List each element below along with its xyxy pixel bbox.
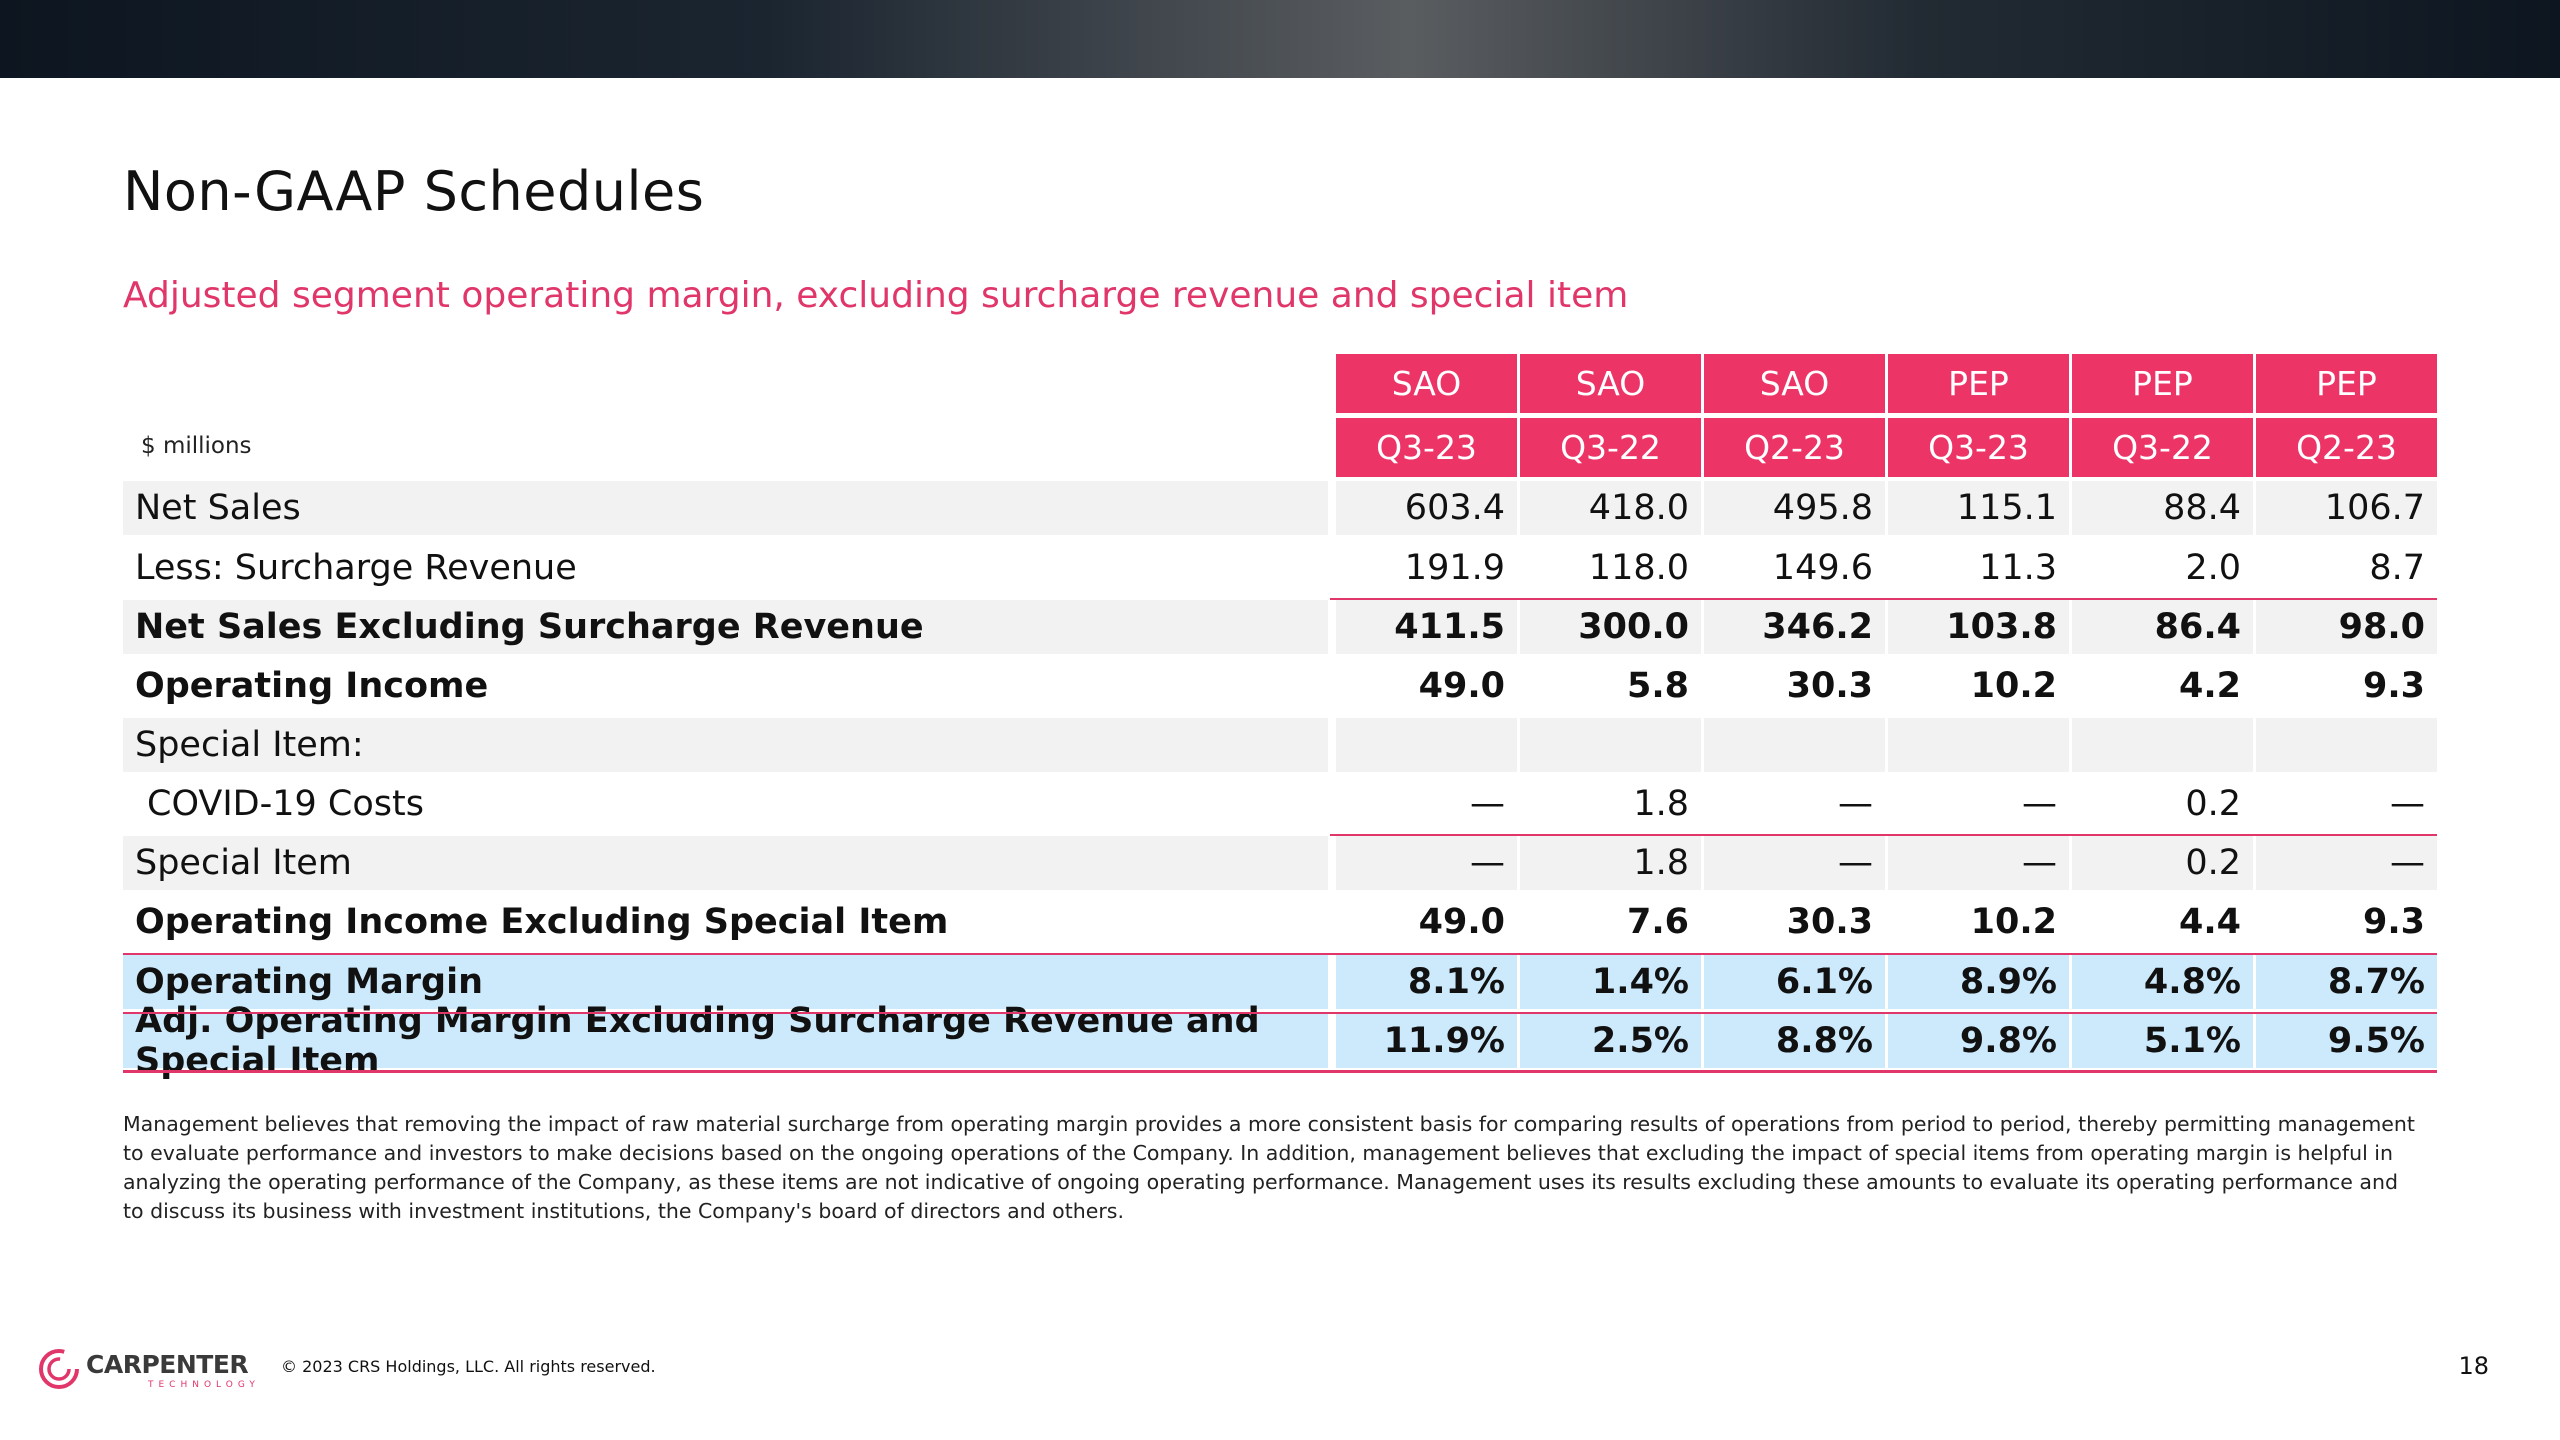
table-cell-value: 5.1% xyxy=(2072,1014,2253,1068)
table-cell-value: 106.7 xyxy=(2256,481,2437,535)
table-cell-value: — xyxy=(2390,784,2425,824)
table-cell-value: 1.8 xyxy=(1520,836,1701,890)
table-cell-value: 115.1 xyxy=(1888,481,2069,535)
table-cell-value: 603.4 xyxy=(1336,481,1517,535)
table-cell-value: 8.7% xyxy=(2256,955,2437,1009)
row-label: Less: Surcharge Revenue xyxy=(135,548,577,588)
table-cell-value: — xyxy=(1888,836,2069,890)
column-period-header: Q2-23 xyxy=(1704,418,1885,477)
table-cell-value: — xyxy=(1470,784,1505,824)
company-logo: CARPENTER TECHNOLOGY xyxy=(38,1346,268,1394)
table-cell-value: 118.0 xyxy=(1588,548,1689,588)
row-label: Operating Margin xyxy=(123,955,1328,1009)
table-cell-value: 1.4% xyxy=(1520,955,1701,1009)
table-cell-value: 2.0 xyxy=(2185,548,2241,588)
table-cell-value: 10.2 xyxy=(1970,902,2057,942)
column-period-header: Q3-22 xyxy=(2072,418,2253,477)
row-label: Net Sales xyxy=(123,481,1328,535)
row-label: Net Sales Excluding Surcharge Revenue xyxy=(123,600,1328,654)
page-number: 18 xyxy=(2458,1352,2489,1380)
table-cell-value: — xyxy=(1704,836,1885,890)
table-cell-value xyxy=(1520,718,1701,772)
row-label: Operating Income Excluding Special Item xyxy=(135,902,949,942)
table-cell-value xyxy=(1704,718,1885,772)
table-cell-value: 495.8 xyxy=(1704,481,1885,535)
copyright-notice: © 2023 CRS Holdings, LLC. All rights res… xyxy=(281,1357,656,1376)
table-cell-value: 300.0 xyxy=(1520,600,1701,654)
page-title: Non-GAAP Schedules xyxy=(123,160,705,223)
page-subtitle: Adjusted segment operating margin, exclu… xyxy=(123,275,1629,316)
table-cell-value: 149.6 xyxy=(1772,548,1873,588)
table-cell-value: 1.8 xyxy=(1633,784,1689,824)
row-label: COVID-19 Costs xyxy=(147,784,424,824)
row-divider xyxy=(123,1012,2437,1014)
table-cell-value: 8.9% xyxy=(1888,955,2069,1009)
table-cell-value: 411.5 xyxy=(1336,600,1517,654)
table-cell-value: 4.4 xyxy=(2178,902,2241,942)
row-label: Operating Income xyxy=(135,666,489,706)
row-label: Special Item: xyxy=(123,718,1328,772)
table-cell-value: 98.0 xyxy=(2256,600,2437,654)
column-segment-header: PEP xyxy=(2256,354,2437,413)
table-cell-value: 0.2 xyxy=(2072,836,2253,890)
table-cell-value: 30.3 xyxy=(1786,666,1873,706)
logo-mark-icon xyxy=(39,1349,79,1389)
logo-wordmark: CARPENTER xyxy=(86,1350,249,1379)
table-cell-value: 346.2 xyxy=(1704,600,1885,654)
table-cell-value: 49.0 xyxy=(1418,666,1505,706)
table-cell-value: 4.2 xyxy=(2178,666,2241,706)
top-banner xyxy=(0,0,2560,78)
table-cell-value: — xyxy=(2022,784,2057,824)
table-cell-value: 8.7 xyxy=(2369,548,2425,588)
table-cell-value xyxy=(1336,718,1517,772)
units-label: $ millions xyxy=(141,433,252,459)
row-divider xyxy=(123,953,2437,955)
table-cell-value: 6.1% xyxy=(1704,955,1885,1009)
table-cell-value: 9.3 xyxy=(2362,666,2425,706)
row-label: Adj. Operating Margin Excluding Surcharg… xyxy=(123,1001,1328,1081)
table-cell-value: 5.8 xyxy=(1626,666,1689,706)
table-cell-value: 418.0 xyxy=(1520,481,1701,535)
table-cell-value: 191.9 xyxy=(1404,548,1505,588)
table-cell-value: 9.3 xyxy=(2362,902,2425,942)
table-cell-value: 10.2 xyxy=(1970,666,2057,706)
row-label: Special Item xyxy=(123,836,1328,890)
column-segment-header: PEP xyxy=(1888,354,2069,413)
table-cell-value: 86.4 xyxy=(2072,600,2253,654)
column-segment-header: SAO xyxy=(1520,354,1701,413)
table-cell-value: 8.1% xyxy=(1336,955,1517,1009)
row-divider xyxy=(1330,598,2437,600)
table-bottom-rule xyxy=(123,1070,2437,1073)
table-cell-value: — xyxy=(1838,784,1873,824)
table-cell-value xyxy=(2072,718,2253,772)
column-segment-header: SAO xyxy=(1336,354,1517,413)
table-cell-value: 9.8% xyxy=(1888,1014,2069,1068)
table-cell-value: 9.5% xyxy=(2256,1014,2437,1068)
table-cell-value: 2.5% xyxy=(1520,1014,1701,1068)
column-period-header: Q3-22 xyxy=(1520,418,1701,477)
table-cell-value: 0.2 xyxy=(2185,784,2241,824)
table-cell-value: 11.3 xyxy=(1979,548,2057,588)
column-period-header: Q3-23 xyxy=(1336,418,1517,477)
table-cell-value: — xyxy=(1336,836,1517,890)
table-cell-value: 8.8% xyxy=(1704,1014,1885,1068)
column-segment-header: SAO xyxy=(1704,354,1885,413)
table-cell-value: 4.8% xyxy=(2072,955,2253,1009)
logo-tagline: TECHNOLOGY xyxy=(148,1380,260,1390)
column-period-header: Q2-23 xyxy=(2256,418,2437,477)
column-period-header: Q3-23 xyxy=(1888,418,2069,477)
table-cell-value: 49.0 xyxy=(1418,902,1505,942)
table-cell-value: 103.8 xyxy=(1888,600,2069,654)
row-divider xyxy=(1330,834,2437,836)
column-segment-header: PEP xyxy=(2072,354,2253,413)
table-cell-value: 88.4 xyxy=(2072,481,2253,535)
table-cell-value: 7.6 xyxy=(1626,902,1689,942)
table-cell-value: 11.9% xyxy=(1336,1014,1517,1068)
table-cell-value: 30.3 xyxy=(1786,902,1873,942)
footnote: Management believes that removing the im… xyxy=(123,1112,2415,1223)
table-cell-value: — xyxy=(2256,836,2437,890)
table-cell-value xyxy=(1888,718,2069,772)
table-cell-value xyxy=(2256,718,2437,772)
